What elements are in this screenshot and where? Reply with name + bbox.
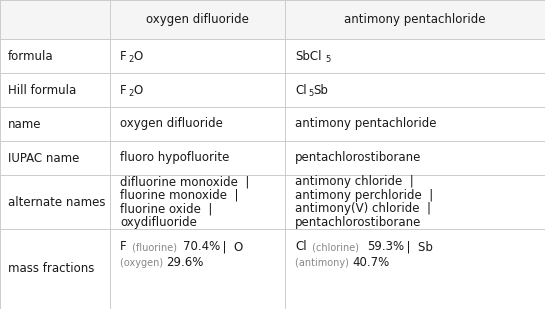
Text: alternate names: alternate names [8, 196, 106, 209]
Text: F: F [120, 49, 126, 62]
Text: oxygen difluoride: oxygen difluoride [120, 117, 223, 130]
Text: (oxygen): (oxygen) [120, 258, 166, 268]
Text: fluoro hypofluorite: fluoro hypofluorite [120, 151, 229, 164]
Text: 5: 5 [308, 88, 313, 98]
Text: F: F [120, 83, 126, 96]
Text: antimony pentachloride: antimony pentachloride [295, 117, 437, 130]
Text: antimony perchloride  |: antimony perchloride | [295, 189, 433, 202]
Text: mass fractions: mass fractions [8, 263, 94, 276]
Text: antimony(V) chloride  |: antimony(V) chloride | [295, 202, 431, 215]
Text: |  O: | O [215, 240, 243, 253]
Text: SbCl: SbCl [295, 49, 322, 62]
Text: Hill formula: Hill formula [8, 83, 76, 96]
Text: F: F [120, 240, 126, 253]
Text: 70.4%: 70.4% [183, 240, 220, 253]
Text: 5: 5 [325, 54, 330, 64]
Text: fluorine monoxide  |: fluorine monoxide | [120, 189, 239, 202]
Text: O: O [133, 83, 142, 96]
Text: 2: 2 [128, 54, 133, 64]
Text: formula: formula [8, 49, 53, 62]
Bar [0, 0, 545, 39]
Text: oxygen difluoride: oxygen difluoride [146, 13, 249, 26]
Text: pentachlorostiborane: pentachlorostiborane [295, 151, 421, 164]
Text: antimony pentachloride: antimony pentachloride [344, 13, 486, 26]
Text: antimony chloride  |: antimony chloride | [295, 175, 414, 188]
Text: Cl: Cl [295, 240, 307, 253]
Text: 2: 2 [128, 88, 133, 98]
Text: name: name [8, 117, 41, 130]
Text: IUPAC name: IUPAC name [8, 151, 80, 164]
Text: pentachlorostiborane: pentachlorostiborane [295, 216, 421, 229]
Text: |  Sb: | Sb [399, 240, 433, 253]
Text: 29.6%: 29.6% [166, 256, 203, 269]
Text: fluorine oxide  |: fluorine oxide | [120, 202, 213, 215]
Text: difluorine monoxide  |: difluorine monoxide | [120, 175, 250, 188]
Text: 59.3%: 59.3% [367, 240, 404, 253]
Text: (chlorine): (chlorine) [309, 242, 362, 252]
Text: (antimony): (antimony) [295, 258, 352, 268]
Text: 40.7%: 40.7% [352, 256, 389, 269]
Text: Sb: Sb [313, 83, 328, 96]
Text: O: O [133, 49, 142, 62]
Text: oxydifluoride: oxydifluoride [120, 216, 197, 229]
Text: (fluorine): (fluorine) [129, 242, 180, 252]
Text: Cl: Cl [295, 83, 307, 96]
